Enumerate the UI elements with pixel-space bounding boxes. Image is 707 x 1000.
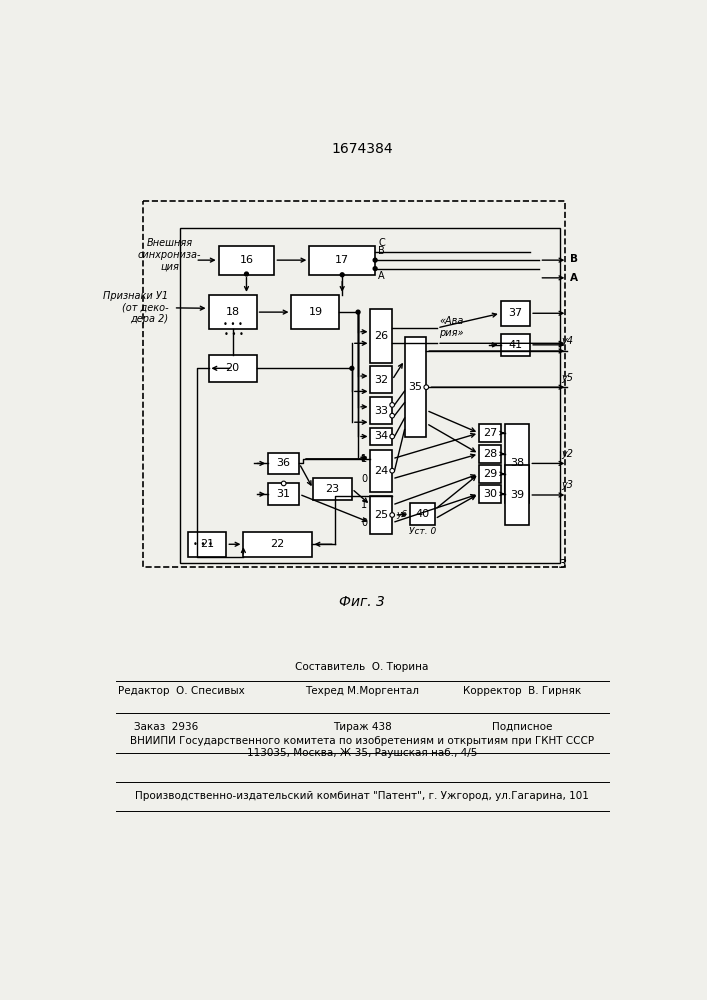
FancyBboxPatch shape <box>218 246 274 275</box>
Circle shape <box>373 267 377 271</box>
Text: Производственно-издательский комбинат "Патент", г. Ужгород, ул.Гагарина, 101: Производственно-издательский комбинат "П… <box>135 791 589 801</box>
Text: Редактор  О. Спесивых: Редактор О. Спесивых <box>118 686 245 696</box>
Text: Тираж 438: Тираж 438 <box>332 722 392 732</box>
Text: у4: у4 <box>561 336 573 346</box>
FancyBboxPatch shape <box>313 478 352 500</box>
FancyBboxPatch shape <box>505 465 530 525</box>
Text: у2: у2 <box>561 449 573 459</box>
Text: у5: у5 <box>561 373 573 383</box>
Text: 17: 17 <box>335 255 349 265</box>
Text: • • •: • • • <box>224 330 244 339</box>
Text: 34: 34 <box>374 431 388 441</box>
Circle shape <box>390 403 395 407</box>
Text: 33: 33 <box>374 406 388 416</box>
Circle shape <box>390 513 395 517</box>
Text: A: A <box>378 271 385 281</box>
Text: 0: 0 <box>361 518 368 528</box>
Text: 25: 25 <box>374 510 388 520</box>
Circle shape <box>390 413 395 418</box>
FancyBboxPatch shape <box>479 445 501 463</box>
FancyBboxPatch shape <box>243 532 312 557</box>
Circle shape <box>424 385 428 389</box>
Text: 18: 18 <box>226 307 240 317</box>
FancyBboxPatch shape <box>370 309 392 363</box>
FancyBboxPatch shape <box>501 301 530 326</box>
Text: Заказ  2936: Заказ 2936 <box>134 722 198 732</box>
Text: 29: 29 <box>483 469 497 479</box>
Text: 30: 30 <box>483 489 497 499</box>
Text: 38: 38 <box>510 458 524 468</box>
Text: Уст. 0: Уст. 0 <box>409 527 436 536</box>
Circle shape <box>373 258 377 262</box>
Circle shape <box>281 481 286 486</box>
Text: 27: 27 <box>483 428 497 438</box>
Text: 41: 41 <box>508 340 522 350</box>
FancyBboxPatch shape <box>209 355 257 382</box>
FancyBboxPatch shape <box>410 503 435 525</box>
FancyBboxPatch shape <box>370 397 392 424</box>
Text: B: B <box>378 246 385 256</box>
Text: 3: 3 <box>559 558 567 571</box>
FancyBboxPatch shape <box>268 453 299 474</box>
Text: • • •: • • • <box>193 540 213 549</box>
Text: у3: у3 <box>561 480 573 490</box>
Text: 26: 26 <box>374 331 388 341</box>
Circle shape <box>390 434 395 439</box>
Text: Подписное: Подписное <box>492 722 553 732</box>
Text: 24: 24 <box>374 466 388 476</box>
Circle shape <box>356 310 360 314</box>
Text: 1: 1 <box>361 454 368 464</box>
Text: B: B <box>571 254 578 264</box>
Circle shape <box>350 366 354 370</box>
Text: 113035, Москва, Ж-35, Раушская наб., 4/5: 113035, Москва, Ж-35, Раушская наб., 4/5 <box>247 748 477 758</box>
Text: 1: 1 <box>361 500 368 510</box>
Text: 40: 40 <box>415 509 429 519</box>
Text: • • •: • • • <box>223 320 243 329</box>
Text: «Ава-
рия»: «Ава- рия» <box>440 316 467 338</box>
Text: 39: 39 <box>510 490 524 500</box>
Text: 20: 20 <box>226 363 240 373</box>
Text: 1674384: 1674384 <box>331 142 393 156</box>
Text: A: A <box>571 273 578 283</box>
Text: 23: 23 <box>325 484 339 494</box>
Text: 19: 19 <box>308 307 322 317</box>
Circle shape <box>340 273 344 277</box>
Text: 21: 21 <box>200 539 214 549</box>
Text: 37: 37 <box>508 308 522 318</box>
Text: 28: 28 <box>483 449 497 459</box>
Text: Корректор  В. Гирняк: Корректор В. Гирняк <box>463 686 581 696</box>
FancyBboxPatch shape <box>505 424 530 503</box>
FancyBboxPatch shape <box>209 295 257 329</box>
FancyBboxPatch shape <box>370 366 392 393</box>
FancyBboxPatch shape <box>309 246 375 275</box>
Text: ВНИИПИ Государственного комитета по изобретениям и открытиям при ГКНТ СССР: ВНИИПИ Государственного комитета по изоб… <box>130 736 594 746</box>
Text: у6: у6 <box>397 510 408 519</box>
Text: 35: 35 <box>409 382 422 392</box>
Text: 22: 22 <box>270 539 285 549</box>
FancyBboxPatch shape <box>404 337 426 437</box>
Text: C: C <box>378 238 385 248</box>
FancyBboxPatch shape <box>370 428 392 445</box>
Text: Техред М.Моргентал: Техред М.Моргентал <box>305 686 419 696</box>
Text: 32: 32 <box>374 375 388 385</box>
FancyBboxPatch shape <box>187 532 226 557</box>
FancyBboxPatch shape <box>479 485 501 503</box>
FancyBboxPatch shape <box>370 450 392 492</box>
FancyBboxPatch shape <box>268 483 299 505</box>
Text: Фиг. 3: Фиг. 3 <box>339 595 385 609</box>
Text: 16: 16 <box>240 255 254 265</box>
FancyBboxPatch shape <box>479 465 501 483</box>
Text: Признаки У1
(от деко-
дера 2): Признаки У1 (от деко- дера 2) <box>103 291 168 324</box>
FancyBboxPatch shape <box>479 424 501 442</box>
FancyBboxPatch shape <box>291 295 339 329</box>
Circle shape <box>390 468 395 473</box>
Text: 36: 36 <box>276 458 291 468</box>
Text: 31: 31 <box>276 489 291 499</box>
Text: Составитель  О. Тюрина: Составитель О. Тюрина <box>296 662 428 672</box>
Text: 0: 0 <box>361 474 368 484</box>
Circle shape <box>245 272 248 276</box>
FancyBboxPatch shape <box>501 334 530 356</box>
FancyBboxPatch shape <box>370 496 392 534</box>
Text: Внешняя
синхрониза-
ция: Внешняя синхрониза- ция <box>138 238 201 271</box>
